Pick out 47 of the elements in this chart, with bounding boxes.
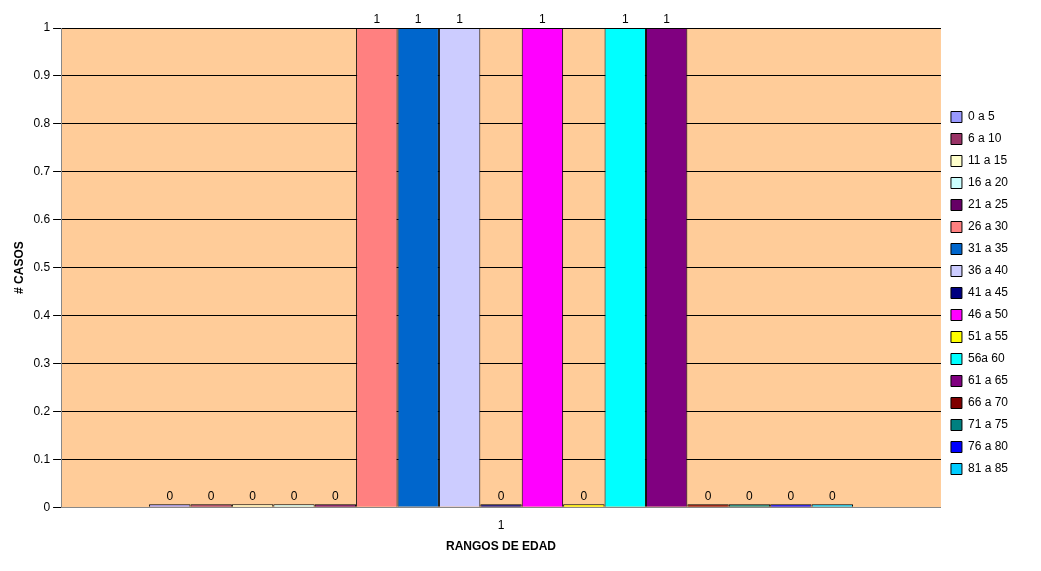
legend-label: 36 a 40 bbox=[967, 263, 1009, 278]
data-label: 0 bbox=[290, 488, 298, 503]
y-tick-label: 0.2 bbox=[33, 403, 51, 418]
y-tick-label: 1 bbox=[43, 20, 51, 35]
data-label: 0 bbox=[249, 488, 257, 503]
data-label: 1 bbox=[373, 12, 381, 27]
legend-label: 51 a 55 bbox=[967, 329, 1009, 344]
data-label: 1 bbox=[539, 12, 547, 27]
y-tick-label: 0.8 bbox=[33, 116, 51, 131]
legend-label: 81 a 85 bbox=[967, 461, 1009, 476]
data-label: 0 bbox=[828, 488, 836, 503]
legend-label: 66 a 70 bbox=[967, 395, 1009, 410]
data-label: 0 bbox=[704, 488, 712, 503]
legend-label: 76 a 80 bbox=[967, 439, 1009, 454]
y-tick-label: 0.6 bbox=[33, 211, 51, 226]
data-label: 1 bbox=[663, 12, 671, 27]
data-label: 0 bbox=[746, 488, 754, 503]
legend-label: 6 a 10 bbox=[967, 131, 1002, 146]
x-axis-title: RANGOS DE EDAD bbox=[446, 539, 557, 554]
data-label: 1 bbox=[456, 12, 464, 27]
data-label: 0 bbox=[207, 488, 215, 503]
legend-label: 56a 60 bbox=[967, 351, 1005, 366]
data-label: 0 bbox=[497, 488, 505, 503]
legend-label: 71 a 75 bbox=[967, 417, 1009, 432]
data-label: 1 bbox=[414, 12, 422, 27]
legend-label: 41 a 45 bbox=[967, 285, 1009, 300]
y-tick-label: 0.5 bbox=[33, 259, 51, 274]
data-label: 0 bbox=[166, 488, 174, 503]
data-label: 0 bbox=[580, 488, 588, 503]
y-tick-label: 0.3 bbox=[33, 355, 51, 370]
legend-label: 21 a 25 bbox=[967, 197, 1009, 212]
data-label: 1 bbox=[621, 12, 629, 27]
legend-label: 31 a 35 bbox=[967, 241, 1009, 256]
legend-label: 0 a 5 bbox=[967, 109, 995, 124]
data-label: 0 bbox=[332, 488, 340, 503]
legend-label: 26 a 30 bbox=[967, 219, 1009, 234]
y-tick-label: 0.1 bbox=[33, 451, 51, 466]
legend-label: 61 a 65 bbox=[967, 373, 1009, 388]
y-tick-label: 0 bbox=[43, 499, 51, 514]
y-tick-label: 0.9 bbox=[33, 68, 51, 83]
legend-label: 46 a 50 bbox=[967, 307, 1009, 322]
legend-label: 11 a 15 bbox=[967, 153, 1008, 168]
y-tick-label: 0.7 bbox=[33, 164, 51, 179]
y-tick-label: 0.4 bbox=[33, 307, 51, 322]
legend-label: 16 a 20 bbox=[967, 175, 1009, 190]
data-label: 0 bbox=[787, 488, 795, 503]
y-axis-title: # CASOS bbox=[11, 241, 26, 294]
